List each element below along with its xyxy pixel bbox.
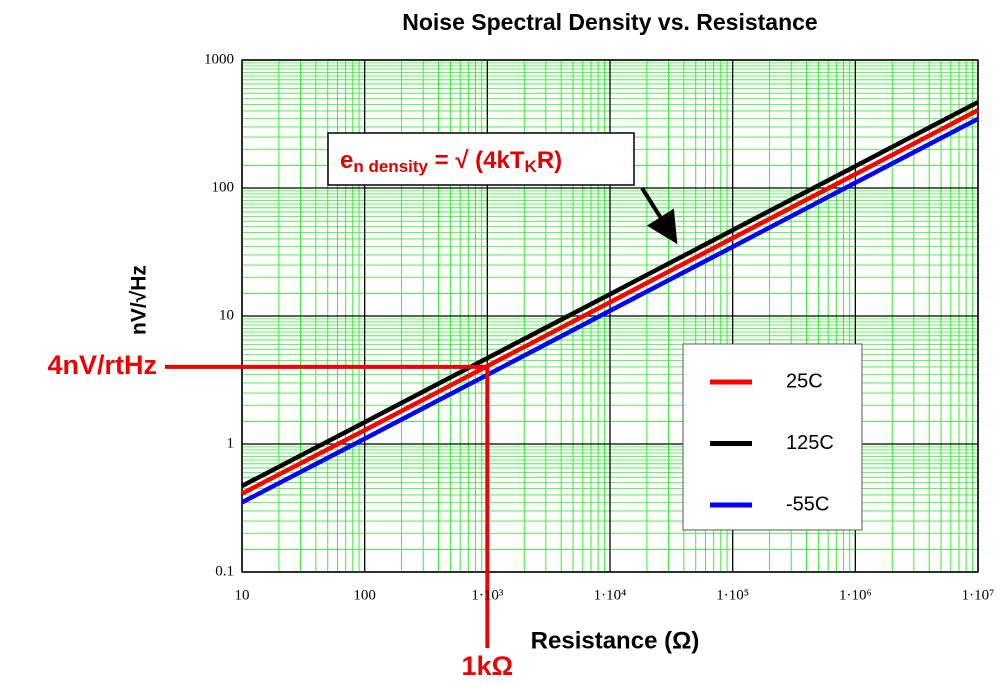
x-tick-label: 1·10⁵ <box>716 587 749 603</box>
annotation: 4nV/rtHz 1kΩ <box>47 350 513 681</box>
y-tick-label: 1000 <box>204 51 234 67</box>
chart-title: Noise Spectral Density vs. Resistance <box>402 9 817 35</box>
x-tick-label: 1·10⁷ <box>962 587 995 603</box>
formula-arrow <box>640 186 678 245</box>
formula-box <box>327 132 635 186</box>
legend-box <box>682 343 863 531</box>
formula: en density = √ (4kTKR) <box>340 147 562 176</box>
formula-part: n density <box>353 157 428 176</box>
legend: 25C 125C -55C <box>682 343 863 531</box>
legend-label: 25C <box>786 370 823 392</box>
y-axis-label: nV/√Hz <box>128 265 151 335</box>
x-tick-label: 1·10⁴ <box>594 587 627 603</box>
legend-label: -55C <box>786 493 829 515</box>
formula-part: K <box>525 157 538 176</box>
series-line <box>240 116 980 505</box>
series-line <box>240 100 980 488</box>
x-axis-label: Resistance (Ω) <box>531 627 700 654</box>
y-tick-label: 10 <box>219 307 234 323</box>
x-tick-label: 1·10⁶ <box>839 587 872 603</box>
y-tick-label: 0.1 <box>215 563 234 579</box>
lines <box>240 100 980 505</box>
x-tick-label: 100 <box>353 587 376 603</box>
x-tick-label: 10 <box>235 587 250 603</box>
y-tick-label: 100 <box>212 179 235 195</box>
formula-part: = √ (4kT <box>428 147 525 174</box>
annotation-text: 4nV/rtHz <box>47 350 157 380</box>
series-line <box>240 108 980 496</box>
x-tick-label: 1·10³ <box>471 587 503 603</box>
formula-part: R) <box>537 147 562 174</box>
legend-label: 125C <box>786 432 834 454</box>
formula-part: e <box>340 147 353 174</box>
annotation-text: 1kΩ <box>461 651 513 681</box>
y-tick-label: 1 <box>227 435 235 451</box>
